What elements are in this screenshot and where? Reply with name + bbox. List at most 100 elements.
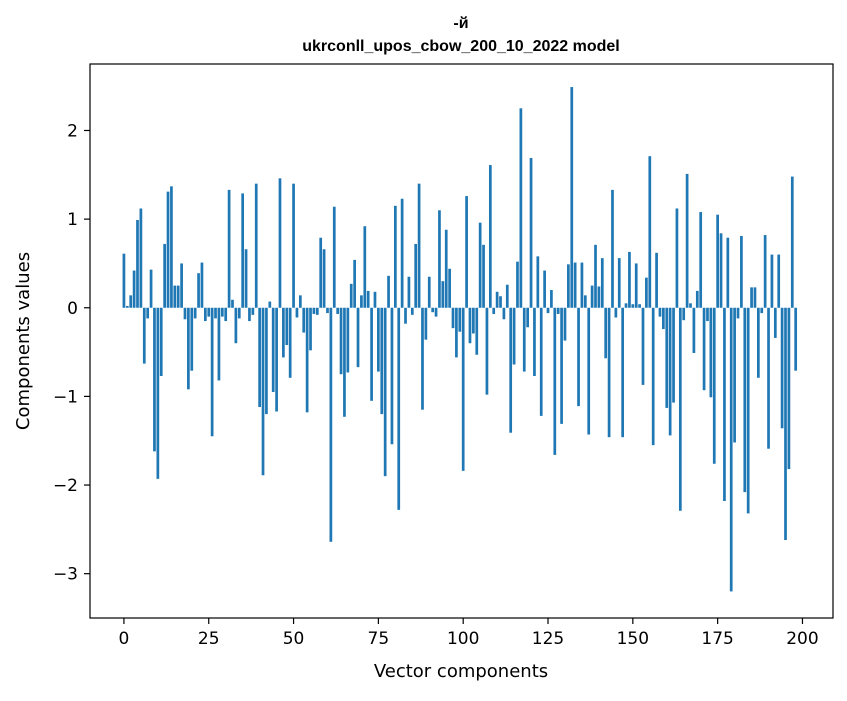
bar-1 bbox=[125, 305, 129, 308]
bar-151 bbox=[634, 263, 638, 308]
bar-143 bbox=[607, 307, 611, 438]
bar-178 bbox=[726, 237, 730, 308]
bar-162 bbox=[672, 307, 675, 403]
x-tick-label: 75 bbox=[368, 629, 390, 649]
bar-101 bbox=[465, 196, 468, 308]
x-tick-label: 175 bbox=[701, 629, 733, 649]
bar-13 bbox=[166, 191, 170, 308]
bar-81 bbox=[397, 307, 401, 510]
bar-157 bbox=[655, 252, 658, 308]
bar-149 bbox=[628, 251, 631, 308]
x-tick-label: 0 bbox=[119, 629, 130, 649]
bar-5 bbox=[139, 208, 143, 308]
bar-182 bbox=[740, 235, 743, 308]
bar-33 bbox=[234, 307, 238, 344]
bar-122 bbox=[536, 256, 540, 308]
bar-94 bbox=[441, 281, 445, 308]
bar-174 bbox=[712, 307, 716, 464]
bar-51 bbox=[295, 307, 299, 318]
bar-189 bbox=[763, 235, 767, 308]
bar-145 bbox=[614, 307, 618, 318]
bar-7 bbox=[146, 307, 150, 319]
bar-159 bbox=[662, 307, 665, 330]
bar-4 bbox=[136, 220, 139, 308]
bar-197 bbox=[790, 176, 794, 308]
bar-114 bbox=[509, 307, 513, 433]
bar-177 bbox=[723, 307, 726, 501]
bar-34 bbox=[237, 307, 241, 319]
bar-65 bbox=[343, 307, 346, 417]
bar-179 bbox=[729, 307, 733, 592]
bar-129 bbox=[560, 307, 563, 424]
bar-194 bbox=[780, 307, 784, 429]
bar-16 bbox=[176, 285, 180, 308]
bar-183 bbox=[743, 307, 747, 493]
bar-76 bbox=[380, 307, 384, 415]
y-tick-label: −1 bbox=[53, 387, 78, 407]
bar-164 bbox=[678, 307, 682, 511]
bar-125 bbox=[546, 307, 550, 314]
bar-52 bbox=[298, 295, 302, 308]
bar-99 bbox=[458, 307, 462, 332]
bar-42 bbox=[265, 307, 268, 415]
bar-85 bbox=[410, 307, 414, 315]
bar-83 bbox=[404, 307, 407, 324]
bar-38 bbox=[251, 307, 255, 315]
bar-155 bbox=[648, 156, 652, 308]
bar-14 bbox=[170, 186, 173, 308]
x-tick-label: 150 bbox=[617, 629, 649, 649]
bar-100 bbox=[461, 307, 465, 471]
bar-153 bbox=[641, 307, 645, 385]
bar-26 bbox=[210, 307, 214, 437]
bar-88 bbox=[421, 307, 424, 410]
bar-120 bbox=[529, 157, 533, 308]
bar-53 bbox=[302, 307, 306, 333]
bar-93 bbox=[438, 210, 441, 308]
bar-35 bbox=[241, 193, 245, 308]
bar-29 bbox=[220, 307, 224, 317]
bar-23 bbox=[200, 262, 204, 308]
bar-30 bbox=[224, 307, 228, 322]
bar-6 bbox=[142, 307, 146, 364]
bar-18 bbox=[183, 307, 187, 320]
bar-135 bbox=[580, 262, 584, 308]
bar-108 bbox=[488, 165, 492, 308]
bar-148 bbox=[624, 303, 628, 308]
bar-60 bbox=[326, 307, 329, 314]
bar-130 bbox=[563, 307, 567, 341]
bar-8 bbox=[149, 269, 153, 308]
bar-191 bbox=[770, 254, 774, 308]
bar-22 bbox=[197, 273, 200, 308]
x-axis-ticks: 0 25 50 75 100 125 150 175 200 bbox=[119, 618, 819, 649]
bar-176 bbox=[719, 233, 723, 308]
bar-68 bbox=[353, 259, 356, 308]
bar-150 bbox=[631, 304, 635, 308]
x-tick-label: 200 bbox=[786, 629, 818, 649]
bar-54 bbox=[305, 307, 309, 413]
bar-89 bbox=[424, 307, 428, 340]
bar-46 bbox=[278, 178, 282, 308]
bar-139 bbox=[594, 244, 597, 308]
bar-112 bbox=[502, 307, 506, 320]
bar-45 bbox=[275, 307, 278, 412]
bar-156 bbox=[651, 307, 655, 446]
bar-11 bbox=[159, 307, 163, 377]
bar-21 bbox=[193, 307, 197, 319]
bar-119 bbox=[526, 307, 530, 328]
bar-186 bbox=[753, 287, 757, 308]
y-tick-label: 0 bbox=[67, 299, 78, 319]
bar-107 bbox=[485, 307, 489, 395]
bar-166 bbox=[685, 173, 689, 308]
chart-title-line-1: -й bbox=[453, 15, 468, 32]
bar-0 bbox=[122, 253, 126, 308]
bar-27 bbox=[214, 307, 217, 319]
bar-71 bbox=[363, 226, 367, 308]
bar-168 bbox=[692, 307, 696, 353]
bar-61 bbox=[329, 307, 333, 542]
bar-115 bbox=[512, 307, 516, 365]
bar-32 bbox=[231, 299, 234, 308]
bar-110 bbox=[495, 291, 499, 308]
bar-160 bbox=[665, 307, 669, 408]
